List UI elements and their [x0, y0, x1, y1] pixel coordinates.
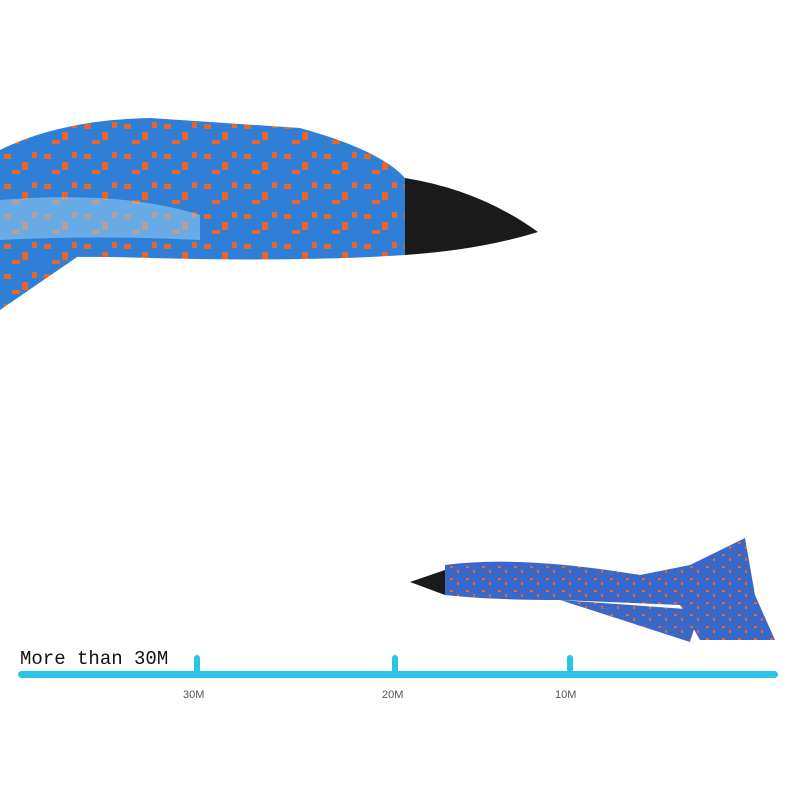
- tick-10m: [567, 655, 573, 673]
- large-plane-closeup: [0, 118, 538, 310]
- distance-scale-bar: [18, 671, 778, 678]
- tick-label-20m: 20M: [382, 689, 404, 701]
- tick-label-30m: 30M: [183, 689, 205, 701]
- tick-label-10m: 10M: [555, 689, 577, 701]
- distance-headline: More than 30M: [20, 648, 169, 670]
- tick-20m: [392, 655, 398, 673]
- small-plane-in-flight: [410, 538, 775, 642]
- tick-30m: [194, 655, 200, 673]
